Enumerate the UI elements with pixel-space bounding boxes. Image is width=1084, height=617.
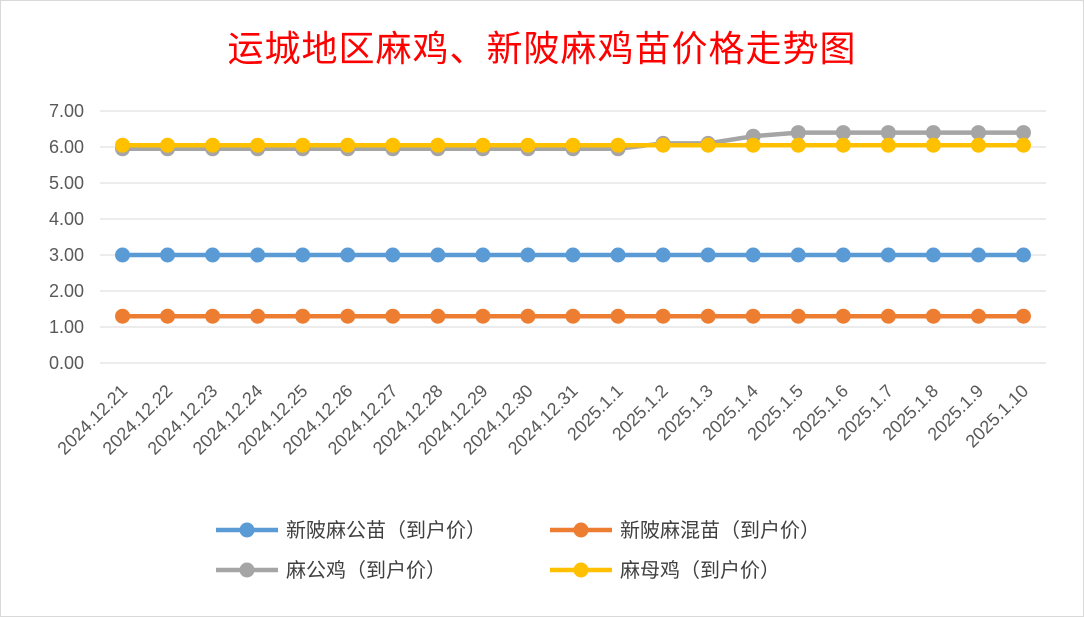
data-point: [250, 308, 266, 324]
data-point: [745, 137, 761, 153]
data-point: [790, 137, 806, 153]
data-point: [205, 308, 221, 324]
data-point: [475, 308, 491, 324]
data-point: [970, 125, 986, 141]
series-4: [115, 137, 1031, 153]
data-point: [835, 308, 851, 324]
data-point: [745, 308, 761, 324]
data-point: [790, 308, 806, 324]
y-tick-label: 5.00: [49, 173, 84, 193]
data-point: [205, 137, 221, 153]
data-point: [700, 137, 716, 153]
data-point: [925, 308, 941, 324]
y-tick-label: 0.00: [49, 353, 84, 373]
data-point: [340, 308, 356, 324]
y-tick-label: 1.00: [49, 317, 84, 337]
data-point: [880, 125, 896, 141]
data-point: [1015, 247, 1031, 263]
data-point: [250, 137, 266, 153]
data-point: [1015, 308, 1031, 324]
data-point: [205, 247, 221, 263]
data-point: [160, 247, 176, 263]
y-tick-label: 6.00: [49, 137, 84, 157]
legend-label: 新陂麻混苗（到户价）: [620, 518, 820, 542]
legend-label: 麻公鸡（到户价）: [286, 558, 446, 582]
legend-item: 麻母鸡（到户价）: [550, 558, 780, 582]
legend-label: 新陂麻公苗（到户价）: [286, 518, 486, 542]
y-tick-label: 2.00: [49, 281, 84, 301]
data-point: [700, 247, 716, 263]
data-point: [160, 308, 176, 324]
data-point: [520, 308, 536, 324]
data-point: [835, 137, 851, 153]
data-point: [295, 247, 311, 263]
data-point: [1015, 137, 1031, 153]
data-point: [475, 247, 491, 263]
data-point: [430, 247, 446, 263]
data-point: [790, 125, 806, 141]
data-point: [790, 247, 806, 263]
data-point: [970, 308, 986, 324]
data-point: [430, 137, 446, 153]
legend-label: 麻母鸡（到户价）: [620, 558, 780, 582]
data-point: [250, 247, 266, 263]
legend-item: 新陂麻公苗（到户价）: [216, 518, 486, 542]
data-point: [565, 137, 581, 153]
data-point: [970, 247, 986, 263]
data-point: [340, 137, 356, 153]
data-point: [655, 137, 671, 153]
data-point: [385, 247, 401, 263]
legend-swatch-marker: [573, 562, 589, 578]
data-point: [610, 308, 626, 324]
data-point: [880, 308, 896, 324]
data-point: [655, 247, 671, 263]
data-point: [700, 308, 716, 324]
data-point: [115, 137, 131, 153]
legend-item: 新陂麻混苗（到户价）: [550, 518, 820, 542]
data-point: [430, 308, 446, 324]
y-tick-label: 3.00: [49, 245, 84, 265]
data-point: [520, 137, 536, 153]
legend-swatch-marker: [239, 562, 255, 578]
data-point: [925, 137, 941, 153]
data-point: [565, 247, 581, 263]
series-1: [115, 247, 1031, 263]
data-point: [970, 137, 986, 153]
data-point: [745, 247, 761, 263]
data-point: [880, 247, 896, 263]
series-2: [115, 308, 1031, 324]
y-tick-label: 7.00: [49, 101, 84, 121]
chart-title: 运城地区麻鸡、新陂麻鸡苗价格走势图: [227, 29, 857, 70]
data-point: [835, 247, 851, 263]
data-point: [880, 137, 896, 153]
data-point: [610, 137, 626, 153]
data-point: [925, 247, 941, 263]
data-point: [520, 247, 536, 263]
data-point: [385, 137, 401, 153]
data-point: [295, 308, 311, 324]
legend-item: 麻公鸡（到户价）: [216, 558, 446, 582]
data-point: [115, 308, 131, 324]
data-point: [925, 125, 941, 141]
data-point: [295, 137, 311, 153]
data-point: [475, 137, 491, 153]
data-point: [1015, 125, 1031, 141]
y-tick-label: 4.00: [49, 209, 84, 229]
data-point: [340, 247, 356, 263]
data-point: [610, 247, 626, 263]
data-point: [655, 308, 671, 324]
data-point: [160, 137, 176, 153]
legend-swatch-marker: [239, 522, 255, 538]
data-point: [835, 125, 851, 141]
data-point: [385, 308, 401, 324]
data-point: [565, 308, 581, 324]
data-point: [115, 247, 131, 263]
legend-swatch-marker: [573, 522, 589, 538]
